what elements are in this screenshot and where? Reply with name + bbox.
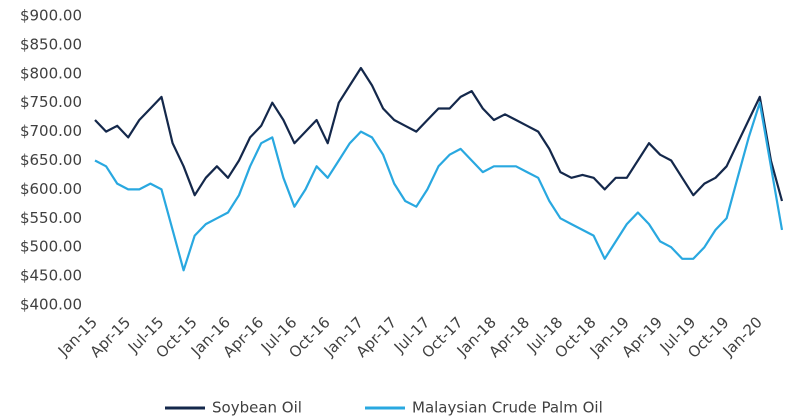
y-tick-label: $750.00 — [20, 93, 82, 111]
y-tick-label: $700.00 — [20, 122, 82, 140]
line-series — [94, 101, 784, 272]
y-tick-label: $850.00 — [20, 35, 82, 53]
y-tick-label: $600.00 — [20, 180, 82, 198]
y-tick-label: $550.00 — [20, 209, 82, 227]
y-tick-label: $450.00 — [20, 267, 82, 285]
y-tick-label: $650.00 — [20, 151, 82, 169]
y-tick-label: $800.00 — [20, 64, 82, 82]
y-tick-label: $900.00 — [20, 7, 82, 25]
legend-label: Malaysian Crude Palm Oil — [412, 399, 603, 417]
line-series — [94, 66, 784, 202]
legend-label: Soybean Oil — [212, 399, 302, 417]
y-tick-label: $400.00 — [20, 296, 82, 314]
y-tick-label: $500.00 — [20, 238, 82, 256]
